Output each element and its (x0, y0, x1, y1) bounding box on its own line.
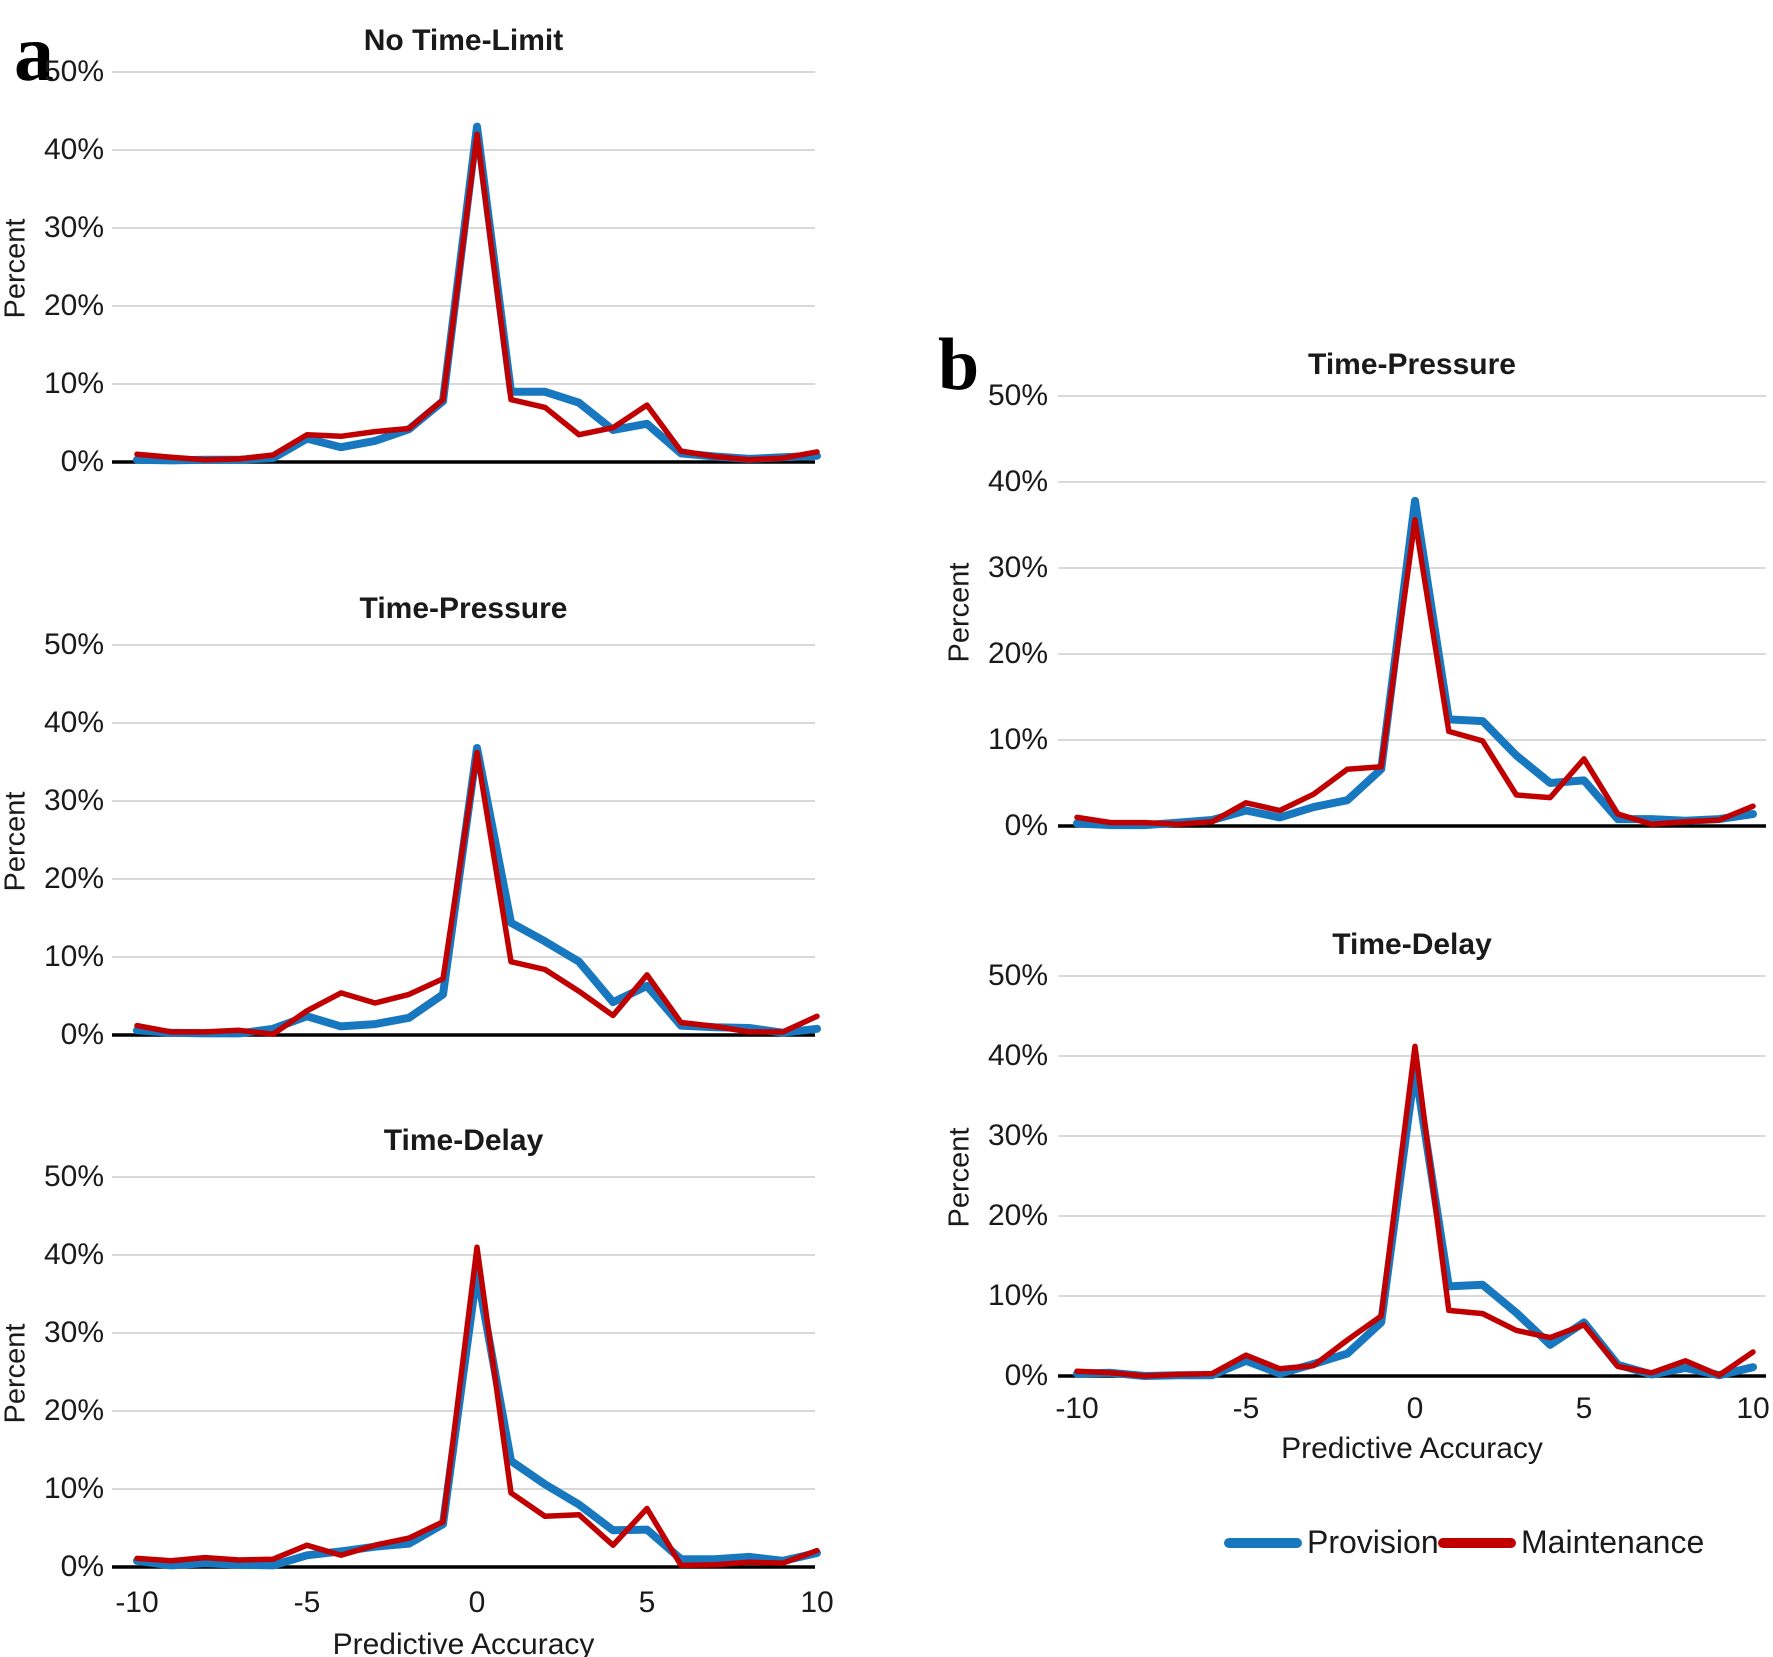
legend-label-maintenance: Maintenance (1521, 1524, 1705, 1560)
legend-item-maintenance: Maintenance (1438, 1524, 1704, 1561)
y-tick-label: 30% (43, 1316, 104, 1349)
x-axis-title: Predictive Accuracy (1281, 1432, 1543, 1465)
y-tick-label: 40% (43, 706, 104, 739)
x-tick-label: -10 (1055, 1392, 1099, 1425)
x-tick-label: -5 (1232, 1392, 1260, 1425)
maintenance-line (1074, 1043, 1756, 1379)
y-tick-label: 40% (987, 1039, 1048, 1072)
x-tick-label: 0 (1406, 1392, 1424, 1425)
y-tick-label: 10% (43, 367, 104, 400)
chart-title: Time-Delay (383, 1124, 544, 1157)
x-tick-label: -5 (293, 1586, 321, 1619)
y-tick-label: 10% (43, 940, 104, 973)
y-tick-label: 0% (1004, 809, 1048, 842)
y-tick-label: 50% (43, 1160, 104, 1193)
y-tick-label: 50% (43, 628, 104, 661)
maintenance-line (134, 131, 820, 463)
chart-title: Time-Pressure (359, 592, 568, 625)
chart-title: No Time-Limit (363, 24, 564, 57)
panel-b-label: b (938, 324, 980, 406)
chart-title: Time-Delay (1332, 928, 1492, 961)
y-tick-label: 0% (60, 445, 104, 478)
y-tick-label: 10% (987, 1279, 1048, 1312)
y-tick-label: 40% (43, 133, 104, 166)
y-tick-label: 20% (43, 1394, 104, 1427)
y-tick-label: 50% (987, 959, 1048, 992)
x-tick-label: 10 (800, 1586, 834, 1619)
y-tick-label: 0% (60, 1018, 104, 1051)
chart-title: Time-Pressure (1308, 348, 1516, 381)
y-tick-label: 50% (43, 55, 104, 88)
x-tick-label: 10 (1736, 1392, 1770, 1425)
y-tick-label: 40% (987, 465, 1048, 498)
legend-label-provision: Provision (1307, 1524, 1439, 1560)
y-tick-label: 50% (987, 379, 1048, 412)
y-tick-label: 30% (987, 1119, 1048, 1152)
y-tick-label: 30% (43, 211, 104, 244)
y-tick-label: 40% (43, 1238, 104, 1271)
y-tick-label: 30% (43, 784, 104, 817)
x-tick-label: 5 (1575, 1392, 1593, 1425)
maintenance-line (134, 749, 820, 1037)
maintenance-line (134, 1244, 820, 1569)
y-tick-label: 10% (987, 723, 1048, 756)
y-axis-title: Percent (943, 1127, 976, 1228)
provision-line (1073, 1064, 1757, 1380)
y-tick-label: 20% (987, 1199, 1048, 1232)
panel-a-label: a (14, 10, 54, 98)
x-axis-title: Predictive Accuracy (332, 1628, 595, 1657)
y-tick-label: 20% (43, 862, 104, 895)
y-tick-label: 20% (987, 637, 1048, 670)
y-tick-label: 10% (43, 1472, 104, 1505)
x-tick-label: -10 (115, 1586, 159, 1619)
legend-item-provision: Provision (1224, 1524, 1439, 1561)
y-tick-label: 30% (987, 551, 1048, 584)
y-tick-label: 20% (43, 289, 104, 322)
maintenance-line (1074, 517, 1756, 828)
provision-line-swatch (1224, 1537, 1302, 1548)
maintenance-line-swatch (1438, 1537, 1516, 1548)
x-tick-label: 5 (638, 1586, 656, 1619)
provision-line (133, 1268, 821, 1570)
y-tick-label: 0% (60, 1550, 104, 1583)
y-tick-label: 0% (1004, 1359, 1048, 1392)
x-tick-label: 0 (468, 1586, 486, 1619)
